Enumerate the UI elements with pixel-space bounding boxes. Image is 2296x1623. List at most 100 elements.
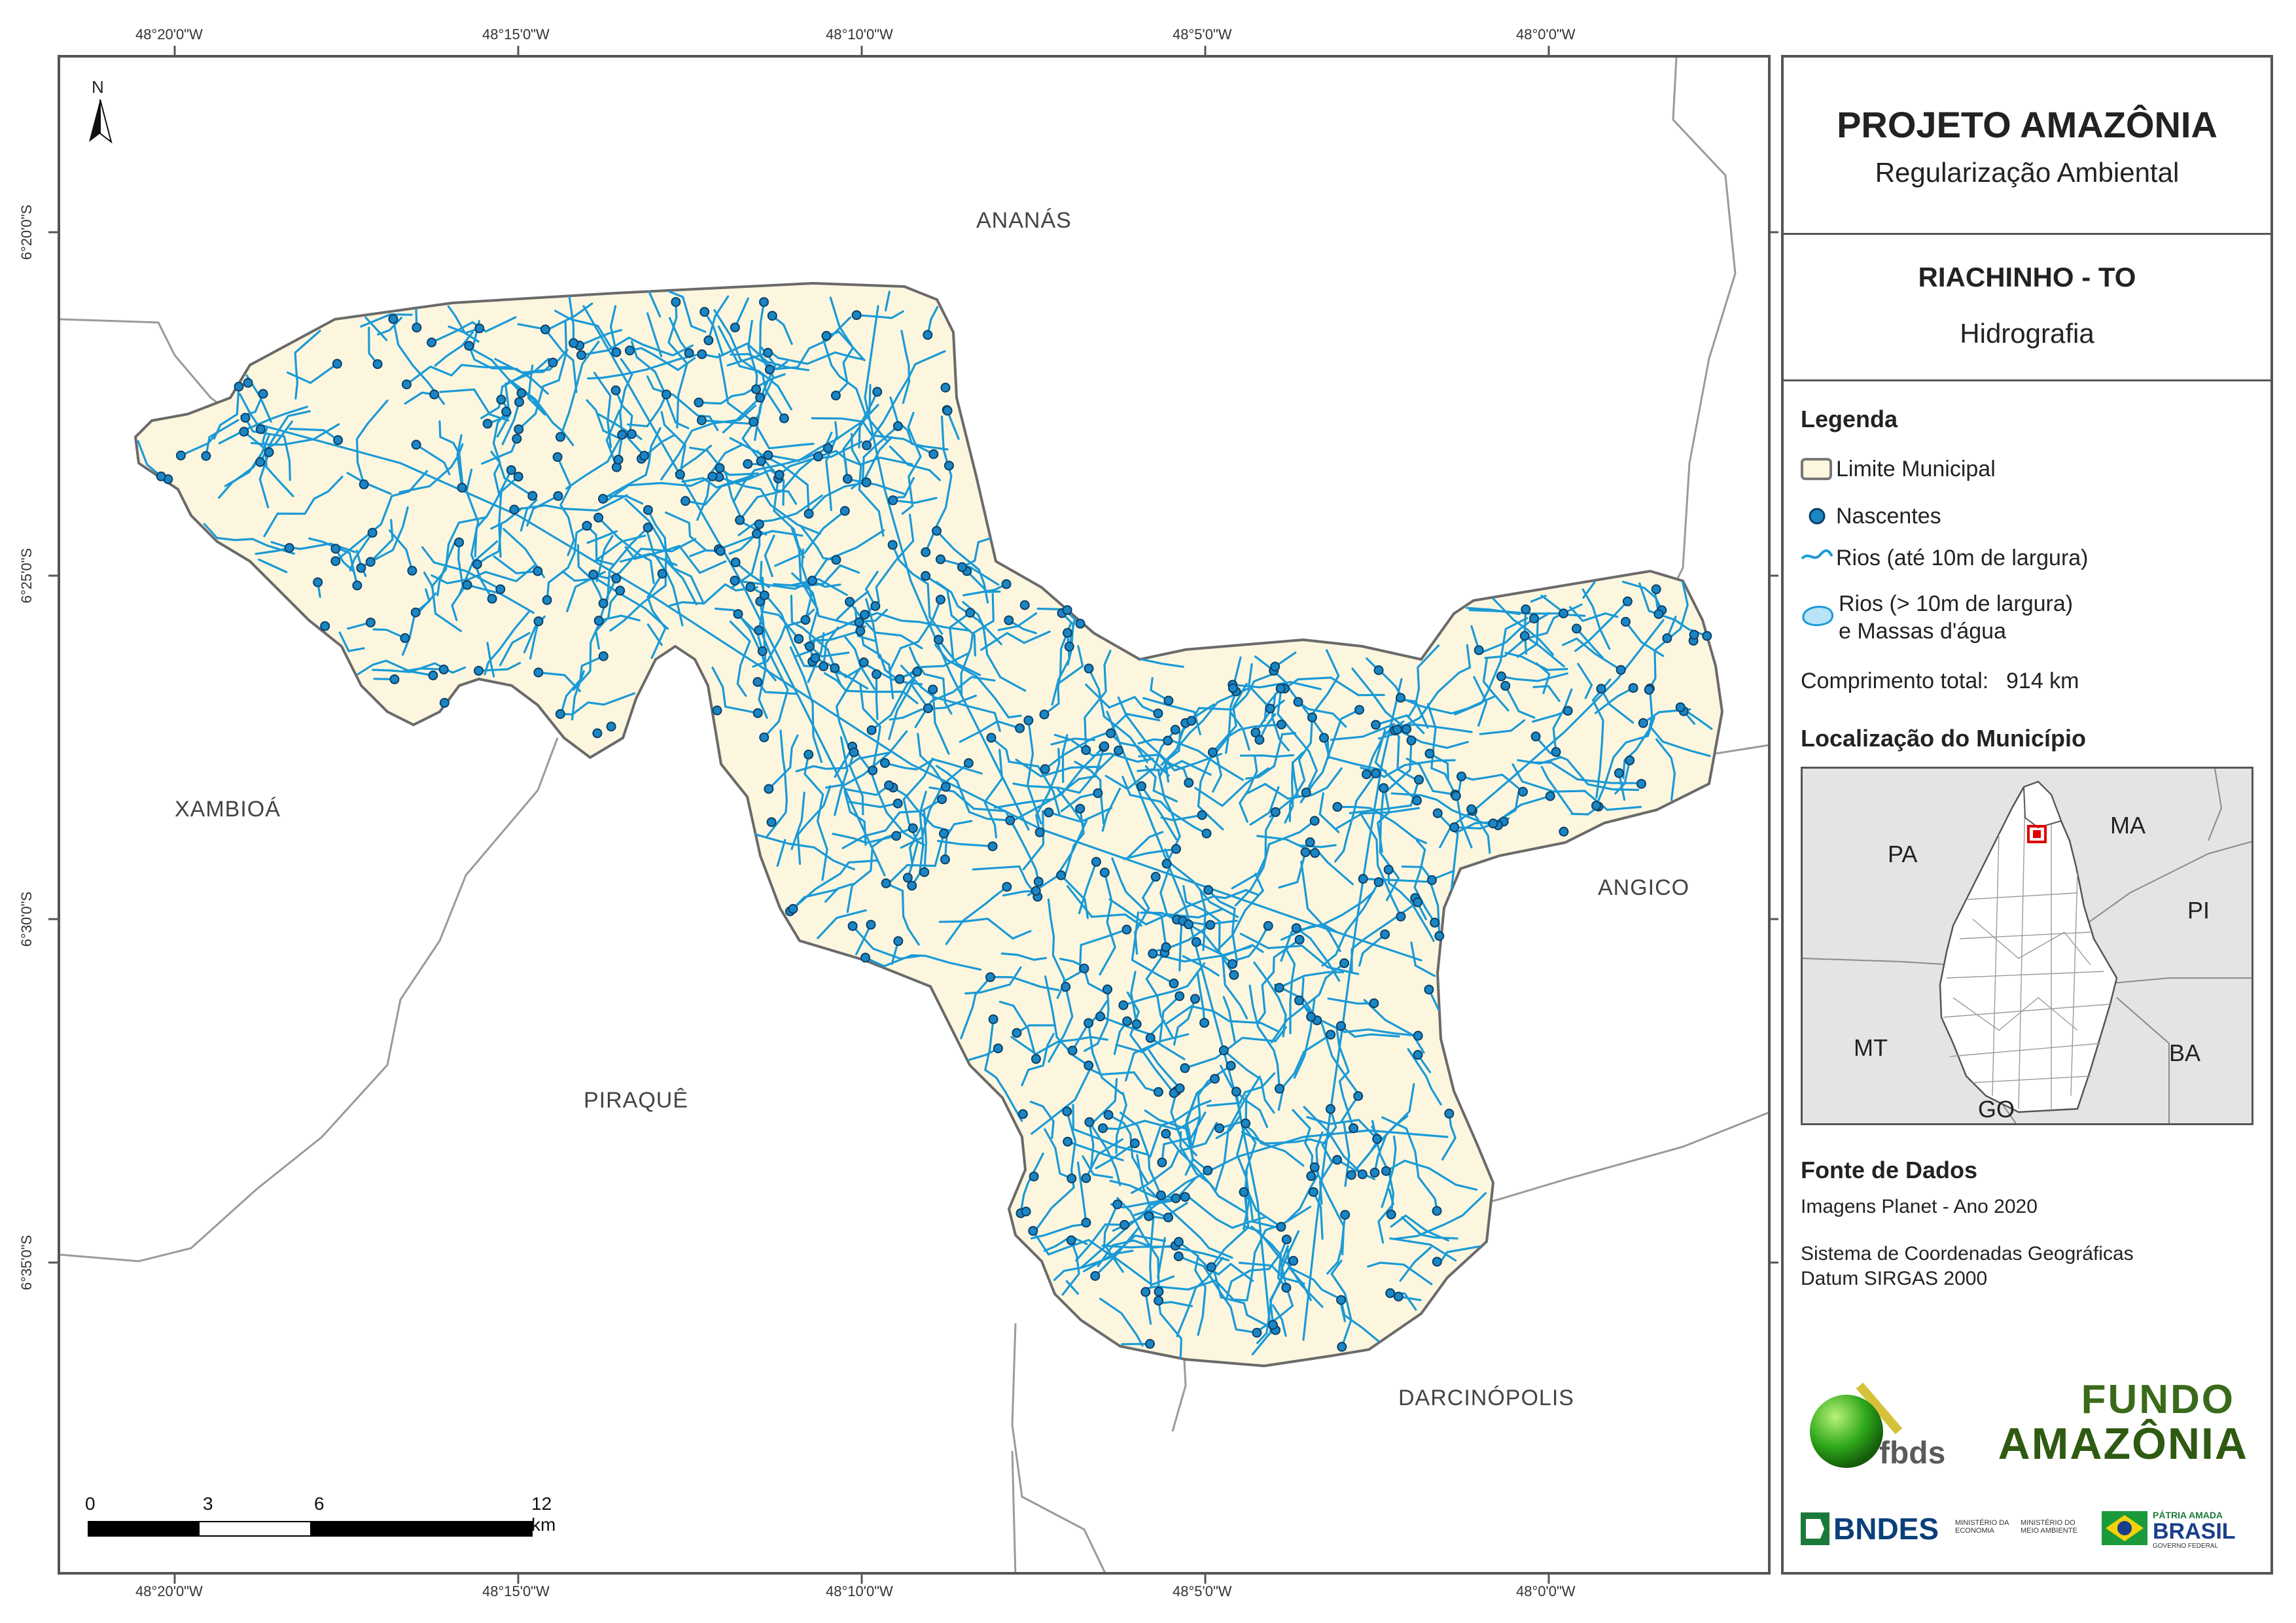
- spring-point: [751, 384, 762, 394]
- fbds-logo-icon: [1810, 1382, 1903, 1468]
- spring-point: [156, 471, 166, 481]
- spring-point: [1653, 609, 1664, 620]
- spring-point: [1358, 874, 1368, 884]
- spring-point: [923, 330, 933, 340]
- legend-item-small-rivers: Rios (até 10m de largura): [1836, 546, 2089, 570]
- river-segment: [1479, 719, 1526, 735]
- spring-point: [861, 478, 872, 487]
- river-segment: [1399, 1246, 1432, 1282]
- river-segment: [578, 329, 623, 347]
- spring-point: [1353, 1091, 1364, 1101]
- river-segment: [1375, 714, 1425, 735]
- river-segment: [1530, 595, 1547, 603]
- spring-point: [921, 570, 931, 581]
- spring-point: [985, 972, 995, 983]
- river-segment: [1116, 1196, 1160, 1293]
- spring-point: [1062, 1106, 1072, 1117]
- spring-point: [576, 350, 586, 360]
- river-segment: [1511, 763, 1642, 811]
- spring-point: [1386, 1210, 1396, 1219]
- river-segment: [1569, 606, 1619, 623]
- hydrography-map: [60, 58, 1768, 1572]
- river-segment: [767, 349, 866, 365]
- river-segment: [1436, 812, 1459, 890]
- spring-point: [1339, 958, 1349, 968]
- river-segment: [1083, 967, 1110, 996]
- spring-point: [1689, 629, 1699, 640]
- river-segment: [846, 827, 914, 913]
- spring-point: [1434, 931, 1445, 941]
- spring-point: [1029, 1171, 1039, 1181]
- river-segment: [843, 784, 891, 796]
- river-segment: [1591, 678, 1612, 799]
- spring-point: [1496, 671, 1506, 682]
- spring-point: [1120, 1219, 1129, 1230]
- spring-point: [804, 749, 814, 759]
- spring-point: [1197, 810, 1207, 820]
- ministry-economy: MINISTÉRIO DA ECONOMIA: [1955, 1519, 2009, 1535]
- north-arrow-icon: [89, 99, 113, 144]
- spring-point: [1163, 695, 1174, 706]
- spring-point: [957, 562, 967, 572]
- lon-tick-top-4: 48°5'0"W: [1173, 26, 1232, 43]
- spring-point: [1349, 1123, 1358, 1134]
- spring-point: [839, 506, 850, 516]
- spring-point: [1084, 1117, 1095, 1127]
- river-segment: [936, 839, 994, 848]
- river-segment: [595, 534, 614, 582]
- river-segment: [889, 396, 949, 451]
- river-segment: [1182, 884, 1234, 966]
- river-segment: [1321, 881, 1380, 967]
- river-segment: [665, 511, 707, 551]
- river-segment: [597, 516, 655, 584]
- river-segment: [737, 613, 768, 719]
- river-segment: [1405, 758, 1457, 796]
- spring-point: [908, 823, 918, 833]
- spring-point: [675, 469, 685, 480]
- spring-point: [372, 359, 383, 370]
- river-segment: [484, 611, 530, 676]
- spring-point: [1551, 747, 1561, 757]
- spring-point: [697, 349, 707, 359]
- spring-point: [352, 580, 362, 591]
- spring-point: [696, 415, 707, 425]
- spring-point: [1369, 998, 1379, 1009]
- river-segment: [864, 954, 982, 971]
- river-segment: [737, 494, 823, 536]
- spring-point: [548, 357, 558, 368]
- fbds-wordmark: fbds: [1879, 1436, 1946, 1471]
- river-segment: [1466, 606, 1521, 616]
- spring-point: [1140, 1287, 1151, 1297]
- river-segment: [774, 510, 846, 567]
- graticule-ticks: [48, 46, 1778, 1584]
- spring-point: [1254, 735, 1265, 745]
- spring-point: [939, 828, 949, 839]
- spring-point: [862, 440, 872, 451]
- spring-point: [1392, 724, 1402, 735]
- river-segment: [939, 558, 1000, 586]
- lon-tick-top-2: 48°15'0"W: [482, 26, 550, 43]
- spring-point: [743, 459, 753, 469]
- river-segment: [1239, 754, 1295, 758]
- river-segment: [1622, 687, 1653, 779]
- spring-point: [870, 601, 881, 611]
- spring-point: [866, 725, 877, 735]
- river-segment: [1184, 1026, 1287, 1070]
- river-segment: [451, 541, 465, 621]
- north-arrow: N: [77, 77, 130, 156]
- river-segment: [722, 396, 762, 434]
- spring-point: [1163, 1212, 1173, 1223]
- river-segment: [1231, 680, 1322, 690]
- river-segment: [1097, 1239, 1176, 1268]
- spring-point: [1332, 1155, 1343, 1165]
- spring-point: [1432, 808, 1443, 818]
- river-segment: [773, 477, 805, 559]
- spring-point: [872, 387, 883, 397]
- river-segment: [824, 882, 853, 903]
- river-segment: [1594, 687, 1634, 714]
- spring-point: [330, 544, 341, 554]
- river-segment: [675, 444, 712, 474]
- governo-federal-text: GOVERNO FEDERAL: [2153, 1543, 2219, 1550]
- spring-point: [516, 388, 527, 398]
- spring-point: [703, 335, 714, 345]
